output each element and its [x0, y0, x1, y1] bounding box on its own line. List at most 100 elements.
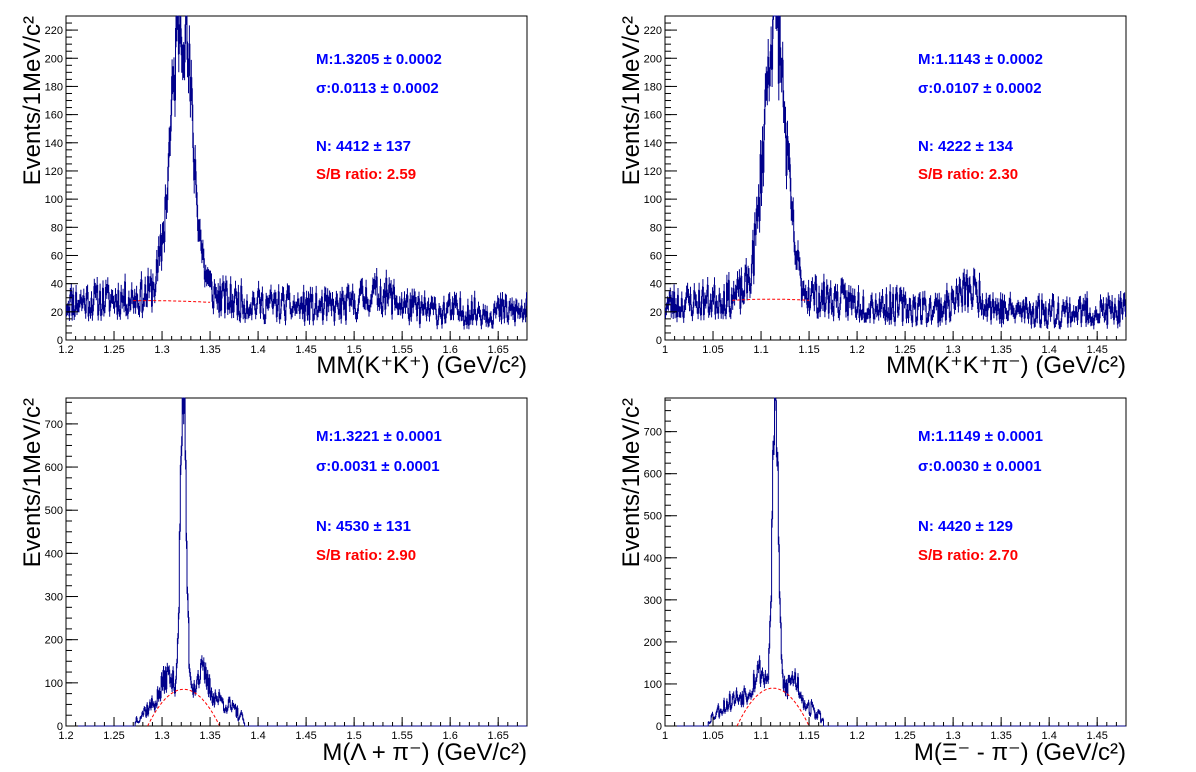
y-tick-label: 60: [650, 250, 662, 262]
y-tick-label: 80: [650, 222, 662, 234]
y-tick-label: 500: [45, 505, 63, 517]
x-tick-label: 1.3: [154, 730, 169, 742]
x-tick-label: 1.6: [443, 344, 458, 356]
x-tick-label: 1.4: [1042, 730, 1057, 742]
histogram-line: [66, 15, 527, 330]
x-tick-label: 1.45: [1086, 344, 1107, 356]
x-axis: 1.2 1.25 1.3 1.35 1.4 1.45 1.5 1.55 1.6 1.65: [58, 331, 528, 356]
x-tick-label: 1.2: [849, 730, 864, 742]
y-tick-label: 100: [45, 194, 63, 206]
y-axis: 0 20 40 60 80 100 120 140 160 180 200 220: [45, 15, 78, 347]
y-axis: 0 100 200 300 400 500 600 700: [45, 401, 78, 733]
y-tick-label: 200: [644, 53, 662, 65]
x-tick-label: 1.4: [250, 730, 265, 742]
y-tick-label: 100: [644, 194, 662, 206]
x-tick-label: 1.15: [798, 344, 819, 356]
x-axis: 1.2 1.25 1.3 1.35 1.4 1.45 1.5 1.55 1.6 1.65: [58, 717, 528, 742]
x-tick-label: 1.45: [1086, 730, 1107, 742]
x-tick-label: 1.3: [945, 730, 960, 742]
y-tick-label: 220: [644, 25, 662, 37]
annotation-mean: M:1.1143 ± 0.0002: [918, 51, 1043, 68]
background-fit-curve: [133, 300, 211, 303]
x-axis-title: M(Ξ⁻ - π⁻) (GeV/c²): [914, 739, 1126, 766]
y-axis: 0 100 200 300 400 500 600 700: [644, 399, 677, 733]
annotation-sb-ratio: S/B ratio: 2.30: [918, 166, 1018, 183]
annotation-mean: M:1.3221 ± 0.0001: [316, 428, 442, 445]
y-tick-label: 700: [45, 419, 63, 431]
y-tick-label: 500: [644, 511, 662, 523]
annotation-sb-ratio: S/B ratio: 2.59: [316, 166, 416, 183]
histogram-line: [66, 397, 527, 727]
y-tick-label: 0: [57, 721, 63, 733]
x-tick-label: 1.65: [487, 730, 508, 742]
x-axis-title: MM(K⁺K⁺π⁻) (GeV/c²): [886, 352, 1126, 379]
background-fit-curve: [732, 298, 810, 301]
x-tick-label: 1: [662, 344, 668, 356]
x-tick-label: 1.2: [849, 344, 864, 356]
x-tick-label: 1.4: [250, 344, 265, 356]
x-tick-label: 1.35: [199, 730, 220, 742]
y-tick-label: 200: [45, 635, 63, 647]
x-tick-label: 1.25: [103, 344, 124, 356]
x-tick-label: 1.05: [702, 730, 723, 742]
x-tick-label: 1.55: [391, 730, 412, 742]
x-tick-label: 1.3: [945, 344, 960, 356]
y-tick-label: 0: [57, 335, 63, 347]
annotation-sigma: σ:0.0113 ± 0.0002: [316, 80, 439, 97]
y-axis-title: Events/1MeV/c²: [19, 398, 46, 567]
y-tick-label: 200: [644, 637, 662, 649]
y-tick-label: 400: [45, 548, 63, 560]
x-tick-label: 1.1: [753, 344, 768, 356]
annotation-sigma: σ:0.0107 ± 0.0002: [918, 80, 1042, 97]
y-tick-label: 20: [650, 307, 662, 319]
y-tick-label: 700: [644, 427, 662, 439]
y-tick-label: 80: [51, 222, 63, 234]
x-tick-label: 1.45: [295, 344, 316, 356]
x-tick-label: 1.5: [346, 730, 361, 742]
y-tick-label: 40: [51, 279, 63, 291]
annotation-count: N: 4530 ± 131: [316, 518, 411, 535]
x-tick-label: 1.05: [702, 344, 723, 356]
x-tick-label: 1.2: [58, 730, 73, 742]
x-tick-label: 1.25: [894, 730, 915, 742]
x-tick-label: 1.4: [1042, 344, 1057, 356]
y-tick-label: 180: [644, 81, 662, 93]
histogram-line: [665, 397, 1126, 727]
annotation-sigma: σ:0.0031 ± 0.0001: [316, 458, 440, 475]
y-tick-label: 120: [45, 166, 63, 178]
x-tick-label: 1.1: [753, 730, 768, 742]
y-tick-label: 300: [45, 592, 63, 604]
y-axis: 0 20 40 60 80 100 120 140 160 180 200 220: [644, 15, 677, 347]
y-tick-label: 200: [45, 53, 63, 65]
y-axis-title: Events/1MeV/c²: [618, 398, 645, 567]
y-tick-label: 220: [45, 25, 63, 37]
histogram-line: [665, 15, 1126, 330]
y-tick-label: 600: [644, 469, 662, 481]
y-tick-label: 100: [644, 679, 662, 691]
annotation-count: N: 4412 ± 137: [316, 138, 411, 155]
x-tick-label: 1.35: [199, 344, 220, 356]
x-tick-label: 1.45: [295, 730, 316, 742]
panel-lambda-pi-mass: 1.2 1.25 1.3 1.35 1.4 1.45 1.5 1.55 1.6 1.65 0 100…: [19, 397, 528, 766]
y-tick-label: 180: [45, 81, 63, 93]
x-tick-label: 1: [662, 730, 668, 742]
plot-frame: [65, 397, 528, 727]
x-tick-label: 1.35: [990, 344, 1011, 356]
y-tick-label: 0: [656, 721, 662, 733]
y-tick-label: 120: [644, 166, 662, 178]
panel-kkpi-missing-mass: 1 1.05 1.1 1.15 1.2 1.25 1.3 1.35 1.4 1.45 0 20 40 6…: [618, 15, 1127, 379]
x-tick-label: 1.3: [154, 344, 169, 356]
y-tick-label: 140: [644, 138, 662, 150]
y-tick-label: 160: [644, 110, 662, 122]
annotation-count: N: 4222 ± 134: [918, 138, 1014, 155]
x-tick-label: 1.35: [990, 730, 1011, 742]
x-tick-label: 1.65: [487, 344, 508, 356]
y-tick-label: 160: [45, 110, 63, 122]
x-tick-label: 1.5: [346, 344, 361, 356]
x-axis-title: MM(K⁺K⁺) (GeV/c²): [316, 352, 527, 379]
annotation-mean: M:1.3205 ± 0.0002: [316, 51, 442, 68]
annotation-sigma: σ:0.0030 ± 0.0001: [918, 458, 1042, 475]
y-tick-label: 40: [650, 279, 662, 291]
annotation-sb-ratio: S/B ratio: 2.90: [316, 547, 416, 564]
